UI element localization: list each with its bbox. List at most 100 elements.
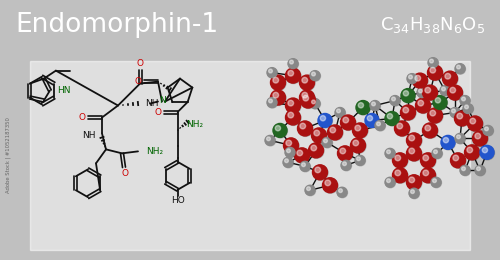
Circle shape bbox=[408, 74, 418, 84]
Circle shape bbox=[315, 167, 320, 173]
Circle shape bbox=[464, 145, 479, 160]
Circle shape bbox=[457, 113, 462, 119]
Circle shape bbox=[286, 149, 290, 153]
Circle shape bbox=[460, 96, 470, 106]
Circle shape bbox=[342, 162, 346, 166]
Circle shape bbox=[356, 157, 360, 161]
Circle shape bbox=[310, 71, 320, 81]
Text: NH₂: NH₂ bbox=[186, 120, 203, 129]
Circle shape bbox=[350, 138, 366, 153]
Circle shape bbox=[455, 133, 465, 144]
Circle shape bbox=[434, 96, 448, 110]
Circle shape bbox=[300, 75, 314, 90]
Circle shape bbox=[386, 149, 396, 159]
Circle shape bbox=[453, 155, 458, 161]
Circle shape bbox=[420, 168, 436, 183]
Circle shape bbox=[367, 116, 372, 121]
Circle shape bbox=[268, 98, 278, 108]
Circle shape bbox=[342, 161, 351, 171]
Circle shape bbox=[472, 131, 488, 146]
Circle shape bbox=[407, 175, 422, 190]
Circle shape bbox=[430, 67, 436, 73]
Text: Endomorphin-1: Endomorphin-1 bbox=[15, 12, 218, 38]
Circle shape bbox=[286, 68, 300, 83]
Circle shape bbox=[273, 92, 278, 98]
Circle shape bbox=[400, 105, 415, 120]
Circle shape bbox=[275, 126, 280, 131]
Circle shape bbox=[454, 111, 469, 126]
Circle shape bbox=[452, 109, 456, 113]
Circle shape bbox=[476, 166, 486, 176]
Circle shape bbox=[286, 148, 296, 158]
Circle shape bbox=[483, 126, 493, 135]
Circle shape bbox=[455, 112, 470, 126]
Circle shape bbox=[300, 76, 315, 90]
Circle shape bbox=[482, 147, 488, 153]
Circle shape bbox=[284, 159, 288, 162]
Circle shape bbox=[448, 86, 463, 101]
Circle shape bbox=[417, 88, 427, 98]
Circle shape bbox=[385, 148, 395, 158]
Circle shape bbox=[271, 76, 286, 90]
Circle shape bbox=[330, 127, 336, 133]
Circle shape bbox=[300, 161, 310, 171]
Circle shape bbox=[456, 134, 466, 144]
Text: O: O bbox=[122, 169, 128, 178]
Circle shape bbox=[338, 146, 352, 161]
Circle shape bbox=[473, 132, 488, 146]
Circle shape bbox=[322, 138, 332, 148]
Circle shape bbox=[322, 137, 332, 147]
Circle shape bbox=[376, 122, 380, 126]
Circle shape bbox=[432, 149, 442, 159]
Circle shape bbox=[386, 179, 390, 183]
Circle shape bbox=[301, 94, 316, 108]
Text: N: N bbox=[158, 96, 166, 105]
Circle shape bbox=[302, 77, 308, 83]
Circle shape bbox=[460, 96, 470, 106]
Circle shape bbox=[310, 71, 320, 81]
Circle shape bbox=[270, 90, 285, 105]
Circle shape bbox=[415, 75, 420, 81]
Circle shape bbox=[428, 108, 443, 124]
Circle shape bbox=[302, 92, 308, 98]
Circle shape bbox=[353, 124, 368, 138]
Circle shape bbox=[395, 155, 400, 161]
Circle shape bbox=[356, 101, 370, 114]
Circle shape bbox=[450, 108, 460, 118]
Circle shape bbox=[464, 104, 473, 114]
Circle shape bbox=[309, 144, 324, 158]
Circle shape bbox=[288, 70, 294, 76]
Circle shape bbox=[468, 116, 482, 131]
Circle shape bbox=[403, 107, 408, 113]
Circle shape bbox=[312, 128, 327, 143]
Circle shape bbox=[428, 58, 438, 68]
Circle shape bbox=[412, 73, 428, 88]
Circle shape bbox=[306, 186, 316, 196]
Circle shape bbox=[406, 133, 422, 148]
Circle shape bbox=[465, 145, 480, 160]
Circle shape bbox=[328, 125, 342, 140]
Circle shape bbox=[286, 69, 301, 83]
Text: NH₂: NH₂ bbox=[146, 147, 163, 156]
Circle shape bbox=[284, 158, 294, 168]
Circle shape bbox=[314, 130, 320, 136]
Circle shape bbox=[407, 74, 417, 83]
Circle shape bbox=[440, 86, 450, 96]
Circle shape bbox=[337, 187, 347, 197]
Circle shape bbox=[450, 87, 456, 93]
Circle shape bbox=[310, 99, 320, 108]
Circle shape bbox=[286, 99, 301, 113]
Circle shape bbox=[325, 180, 330, 186]
Circle shape bbox=[442, 71, 458, 86]
Circle shape bbox=[385, 177, 395, 187]
Circle shape bbox=[442, 136, 456, 150]
Circle shape bbox=[266, 137, 270, 141]
Circle shape bbox=[340, 115, 355, 130]
Circle shape bbox=[267, 68, 277, 77]
Circle shape bbox=[338, 188, 347, 198]
Circle shape bbox=[336, 108, 345, 118]
Circle shape bbox=[464, 105, 468, 109]
Circle shape bbox=[428, 58, 438, 68]
Circle shape bbox=[435, 98, 440, 103]
Circle shape bbox=[406, 175, 422, 190]
